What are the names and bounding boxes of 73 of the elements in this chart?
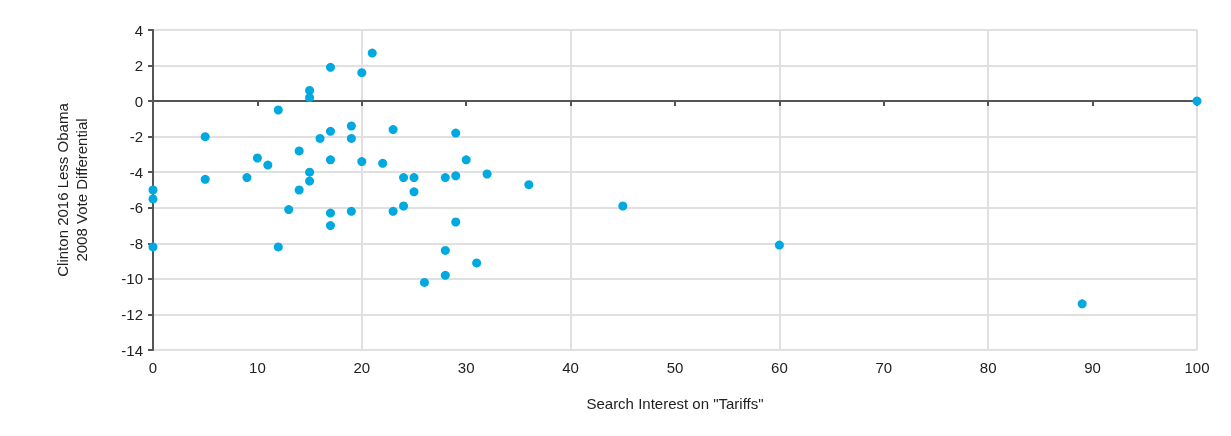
- x-tick-label: 0: [148, 359, 158, 376]
- x-tick-label: 100: [1184, 359, 1210, 376]
- point: [461, 155, 471, 165]
- point: [263, 160, 273, 170]
- x-tick-label: 40: [562, 359, 579, 376]
- y-tick-label: -12: [121, 305, 143, 323]
- point: [325, 62, 335, 72]
- point: [419, 277, 429, 287]
- point: [305, 93, 315, 103]
- point: [357, 68, 367, 78]
- point: [378, 158, 388, 168]
- x-tick-label: 10: [249, 359, 266, 376]
- point: [409, 187, 419, 197]
- y-tick-label: -4: [129, 163, 143, 181]
- point: [524, 180, 534, 190]
- point: [399, 173, 409, 183]
- point: [148, 242, 158, 252]
- point: [305, 167, 315, 177]
- point: [440, 270, 450, 280]
- point: [294, 146, 304, 156]
- y-tick-label: 2: [134, 57, 143, 75]
- point: [1077, 299, 1087, 309]
- point: [325, 155, 335, 165]
- y-axis-title: Clinton 2016 Less Obama 2008 Vote Differential: [54, 102, 90, 277]
- y-tick-label: -14: [121, 341, 143, 359]
- point: [273, 242, 283, 252]
- point: [346, 133, 356, 143]
- x-axis-title: Search Interest on "Tariffs": [586, 395, 764, 412]
- x-tick-label: 50: [666, 359, 684, 376]
- point: [388, 206, 398, 216]
- point: [346, 121, 356, 131]
- point: [200, 174, 210, 184]
- point: [294, 185, 304, 195]
- point: [284, 205, 294, 215]
- point: [618, 201, 628, 211]
- point: [148, 194, 158, 204]
- x-tick-label: 30: [457, 359, 475, 376]
- point: [200, 132, 210, 142]
- point: [774, 240, 784, 250]
- point: [388, 125, 398, 135]
- y-tick-label: 4: [134, 21, 143, 39]
- point: [482, 169, 492, 179]
- point: [325, 126, 335, 136]
- point: [315, 133, 325, 143]
- y-tick-label: -8: [129, 234, 143, 252]
- point: [367, 48, 377, 58]
- y-tick-label: -2: [129, 128, 143, 146]
- point: [325, 221, 335, 231]
- point: [357, 157, 367, 167]
- point: [451, 217, 461, 227]
- y-tick-label: 0: [134, 92, 143, 110]
- point: [472, 258, 482, 268]
- y-tick-label: -10: [121, 270, 143, 288]
- point: [242, 173, 252, 183]
- x-tick-label: 90: [1084, 359, 1101, 376]
- point: [440, 245, 450, 255]
- point: [273, 105, 283, 115]
- point: [305, 85, 315, 95]
- x-tick-label: 60: [771, 359, 788, 376]
- point: [325, 208, 335, 218]
- point: [399, 201, 409, 211]
- point: [305, 176, 315, 186]
- point: [252, 153, 262, 163]
- point: [409, 173, 419, 183]
- x-tick-label: 20: [353, 359, 371, 376]
- point: [451, 128, 461, 138]
- x-tick-label: 70: [875, 359, 893, 376]
- y-tick-label: -6: [129, 199, 143, 217]
- point: [346, 206, 356, 216]
- point: [440, 173, 450, 183]
- x-tick-label: 80: [979, 359, 997, 376]
- point: [451, 171, 461, 181]
- point: [148, 185, 158, 195]
